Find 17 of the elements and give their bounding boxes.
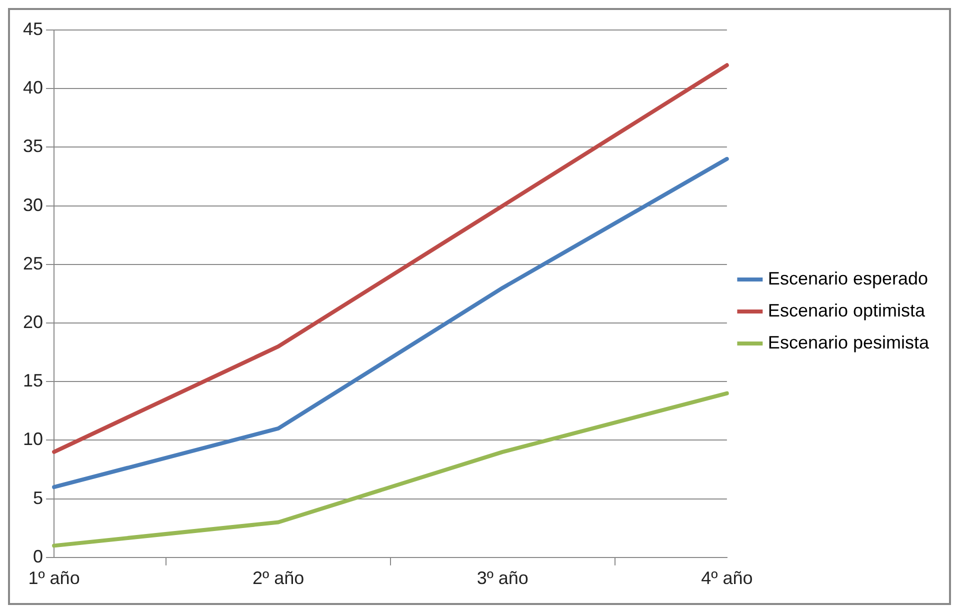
legend-label: Escenario optimista bbox=[768, 300, 926, 320]
y-tick-label: 45 bbox=[22, 18, 44, 39]
legend-label: Escenario pesimista bbox=[768, 332, 930, 352]
x-tick-label: 1º año bbox=[28, 568, 80, 588]
y-tick-label: 40 bbox=[22, 78, 44, 98]
x-tick-label: 3º año bbox=[476, 568, 528, 588]
x-tick-label: 4º año bbox=[701, 568, 753, 588]
y-tick-label: 25 bbox=[22, 253, 44, 274]
legend-label: Escenario esperado bbox=[768, 268, 928, 288]
y-tick-label: 20 bbox=[22, 312, 44, 332]
y-tick-label: 15 bbox=[22, 370, 44, 391]
y-tick-label: 35 bbox=[22, 136, 44, 156]
y-tick-label: 5 bbox=[33, 488, 44, 508]
y-tick-label: 10 bbox=[22, 429, 44, 450]
x-tick-label: 2º año bbox=[252, 568, 304, 588]
y-tick-label: 30 bbox=[22, 194, 44, 215]
y-tick-label: 0 bbox=[33, 546, 44, 566]
